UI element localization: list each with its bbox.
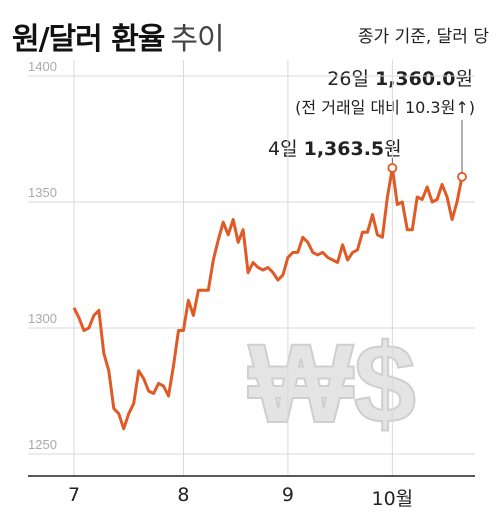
chart-title: 원/달러 환율 추이 <box>12 14 225 58</box>
y-tick-label: 1350 <box>28 185 57 200</box>
x-tick-label: 8 <box>177 484 190 506</box>
last-value-callout: 26일 1,360.0원 <box>327 64 473 91</box>
title-text: 원/달러 환율 <box>12 22 165 57</box>
x-tick-label: 10월 <box>371 488 414 510</box>
y-tick-label: 1400 <box>28 59 57 74</box>
title-subtitle: 추이 <box>170 22 224 57</box>
x-tick-label: 7 <box>67 484 81 506</box>
last-marker <box>457 171 467 182</box>
currency-watermark: ₩$ <box>248 321 416 446</box>
y-tick-label: 1300 <box>28 311 57 326</box>
y-tick-label: 1250 <box>28 437 57 452</box>
peak-value-callout: 4일 1,363.5원 <box>268 134 402 161</box>
x-tick-label: 9 <box>281 484 294 506</box>
markers <box>387 120 467 182</box>
peak-date: 4일 <box>268 138 304 160</box>
peak-marker <box>387 163 398 173</box>
last-unit: 원 <box>455 68 473 90</box>
last-change: (전 거래일 대비 10.3원↑) <box>295 98 475 117</box>
peak-value: 1,363.5 <box>303 138 385 160</box>
unit-note: 종가 기준, 달러 당 <box>357 27 489 47</box>
last-date: 26일 <box>327 68 375 90</box>
peak-unit: 원 <box>384 138 402 160</box>
month-lines <box>73 60 393 476</box>
last-value: 1,360.0 <box>374 68 456 90</box>
series-line <box>72 166 464 431</box>
